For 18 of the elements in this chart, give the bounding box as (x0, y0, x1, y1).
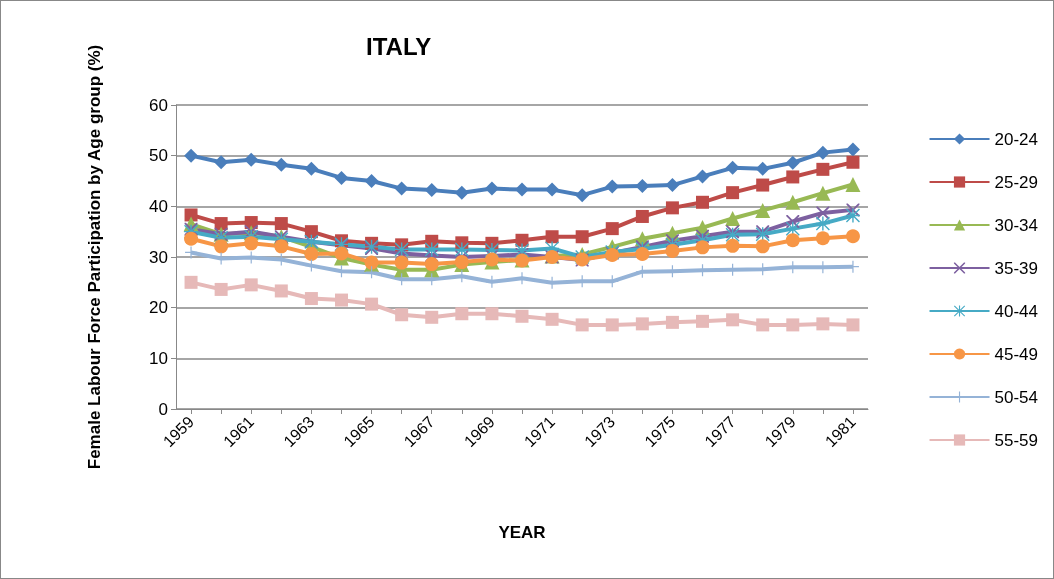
chart-title: ITALY (366, 32, 432, 60)
legend-label: 50-54 (994, 387, 1038, 407)
y-tick-label: 30 (149, 247, 168, 267)
y-tick-label: 20 (149, 298, 168, 318)
legend-label: 35-39 (994, 258, 1038, 278)
legend-label: 30-34 (994, 215, 1038, 235)
y-tick-label: 0 (158, 399, 168, 419)
x-axis-title: YEAR (498, 523, 546, 542)
legend-label: 20-24 (994, 129, 1038, 149)
y-tick-label: 50 (149, 146, 168, 166)
legend-label: 40-44 (994, 301, 1038, 321)
legend-label: 25-29 (994, 172, 1038, 192)
y-tick-label: 40 (149, 196, 168, 216)
legend-label: 55-59 (994, 430, 1038, 450)
y-tick-label: 10 (149, 348, 168, 368)
legend-label: 45-49 (994, 344, 1038, 364)
y-axis-title: Female Labour Force Participation by Age group (%) (84, 44, 104, 470)
y-tick-label: 60 (149, 95, 168, 115)
